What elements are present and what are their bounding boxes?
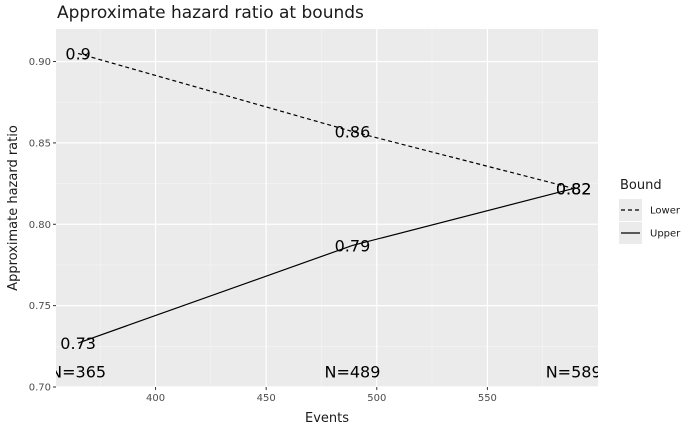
series-lines — [77, 52, 574, 344]
chart-title: Approximate hazard ratio at bounds — [57, 3, 364, 23]
series-line-upper — [77, 187, 574, 344]
y-tick-label: 0.80 — [29, 220, 51, 231]
y-tick-label: 0.90 — [29, 57, 51, 68]
legend-title: Bound — [620, 178, 662, 193]
x-tick-label: 400 — [146, 393, 165, 404]
y-axis-title: Approximate hazard ratio — [6, 125, 21, 291]
data-label-upper: 0.73 — [60, 334, 96, 353]
sample-size-label: N=365 — [50, 363, 106, 382]
data-label-lower: 0.9 — [65, 44, 90, 63]
data-label-lower: 0.82 — [556, 179, 592, 198]
y-tick-label: 0.75 — [29, 301, 51, 312]
data-labels: 0.90.860.820.730.790.82 — [60, 44, 591, 353]
y-tick-label: 0.70 — [29, 383, 51, 394]
plot-panel — [56, 29, 598, 387]
legend-label-lower: Lower — [650, 206, 681, 217]
sample-size-annotations: N=365 N=489 N=589 — [50, 363, 602, 382]
data-label-upper: 0.79 — [335, 236, 371, 255]
x-tick-label: 450 — [257, 393, 276, 404]
series-line-lower — [77, 52, 574, 190]
x-axis-title: Events — [305, 411, 349, 426]
sample-size-label: N=489 — [324, 363, 380, 382]
y-tick-label: 0.85 — [29, 138, 51, 149]
data-label-upper: 0.82 — [556, 179, 592, 198]
x-tick-label: 550 — [478, 393, 497, 404]
grid-lines — [56, 29, 598, 388]
data-label-lower: 0.86 — [335, 123, 371, 142]
axes: 400 450 500 550 0.70 0.75 0.80 0.85 0.90 Events Ap… — [6, 57, 497, 426]
legend-label-upper: Upper — [650, 229, 681, 240]
legend: Bound Lower Upper — [619, 178, 681, 244]
sample-size-label: N=589 — [546, 363, 602, 382]
x-tick-label: 500 — [367, 393, 386, 404]
